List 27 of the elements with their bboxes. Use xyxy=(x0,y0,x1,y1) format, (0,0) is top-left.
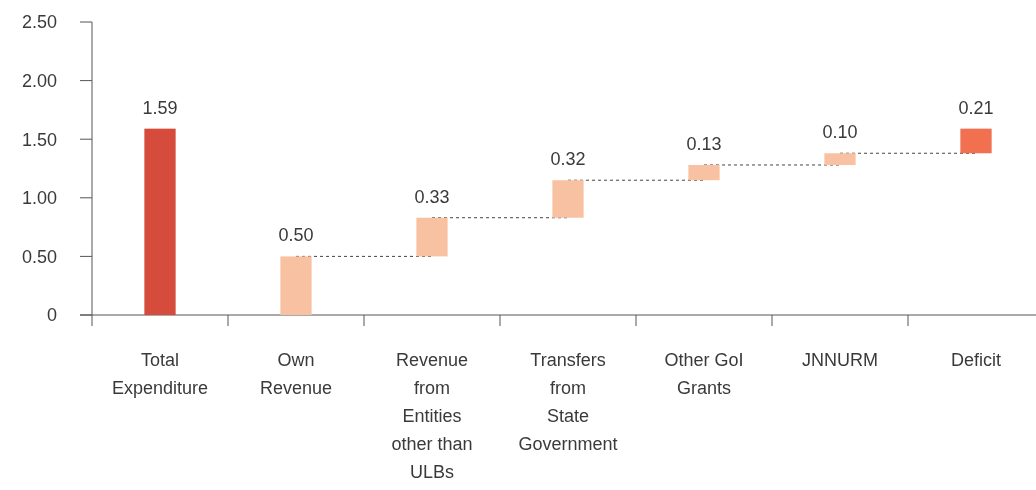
y-tick-label: 0 xyxy=(46,305,57,326)
x-tick-label: Other GoI Grants xyxy=(664,350,744,398)
bar xyxy=(416,217,448,257)
y-tick-label: 2.00 xyxy=(21,70,57,91)
x-tick-label: Deficit xyxy=(950,350,1002,370)
y-tick-label: 0.50 xyxy=(21,246,57,267)
x-tick-label: Transfers from State Government xyxy=(518,350,618,454)
bar xyxy=(960,128,992,154)
bar xyxy=(824,153,856,165)
y-tick-label: 1.50 xyxy=(21,129,57,150)
data-label: 0.21 xyxy=(958,97,994,118)
bar xyxy=(552,180,584,218)
y-tick-label: 1.00 xyxy=(21,188,57,209)
data-label: 1.59 xyxy=(142,97,178,118)
x-tick-label: Own Revenue xyxy=(259,350,333,398)
data-label: 0.32 xyxy=(550,149,586,170)
bar xyxy=(144,128,176,315)
bar xyxy=(280,256,312,315)
bar xyxy=(688,164,720,181)
data-label: 0.10 xyxy=(822,122,858,143)
x-tick-label: Revenue from Entities other than ULBs xyxy=(391,350,473,482)
data-label: 0.33 xyxy=(414,186,450,207)
y-tick-label: 2.50 xyxy=(21,12,57,33)
x-tick-label: JNNURM xyxy=(802,350,878,370)
data-label: 0.13 xyxy=(686,133,722,154)
data-label: 0.50 xyxy=(278,225,314,246)
x-tick-label: Total Expenditure xyxy=(111,350,209,398)
